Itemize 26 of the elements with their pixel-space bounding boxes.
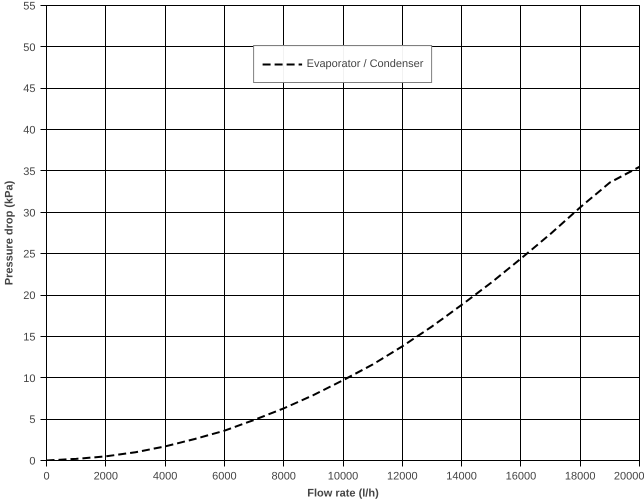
x-tick-label: 16000 <box>506 470 536 482</box>
x-tick-label: 12000 <box>387 470 418 482</box>
y-tick-label: 35 <box>23 166 36 178</box>
x-tick-label: 18000 <box>564 470 596 482</box>
y-tick-label: 10 <box>23 372 36 385</box>
y-tick-label: 25 <box>23 248 36 261</box>
x-tick-label: 20000 <box>614 470 644 482</box>
x-tick-label: 2000 <box>94 470 118 482</box>
x-tick-label: 14000 <box>446 470 477 482</box>
y-tick-label: 45 <box>23 83 36 96</box>
legend-label: Evaporator / Condenser <box>306 58 424 70</box>
y-tick-label: 15 <box>23 331 36 344</box>
x-tick-label: 4000 <box>152 470 178 482</box>
x-axis-title: Flow rate (l/h) <box>307 488 380 500</box>
x-tick-label: 10000 <box>328 470 358 482</box>
y-axis-title: Pressure drop (kPa) <box>3 180 16 286</box>
y-tick-label: 40 <box>23 124 36 137</box>
y-tick-label: 5 <box>29 414 36 426</box>
x-tick-label: 6000 <box>212 470 237 482</box>
x-tick-label: 8000 <box>271 470 296 482</box>
y-tick-label: 55 <box>23 0 36 12</box>
y-tick-label: 20 <box>23 290 36 302</box>
y-tick-label: 30 <box>23 207 36 220</box>
y-tick-label: 50 <box>23 42 36 54</box>
x-tick-label: 0 <box>43 470 50 482</box>
y-tick-label: 0 <box>29 456 36 468</box>
